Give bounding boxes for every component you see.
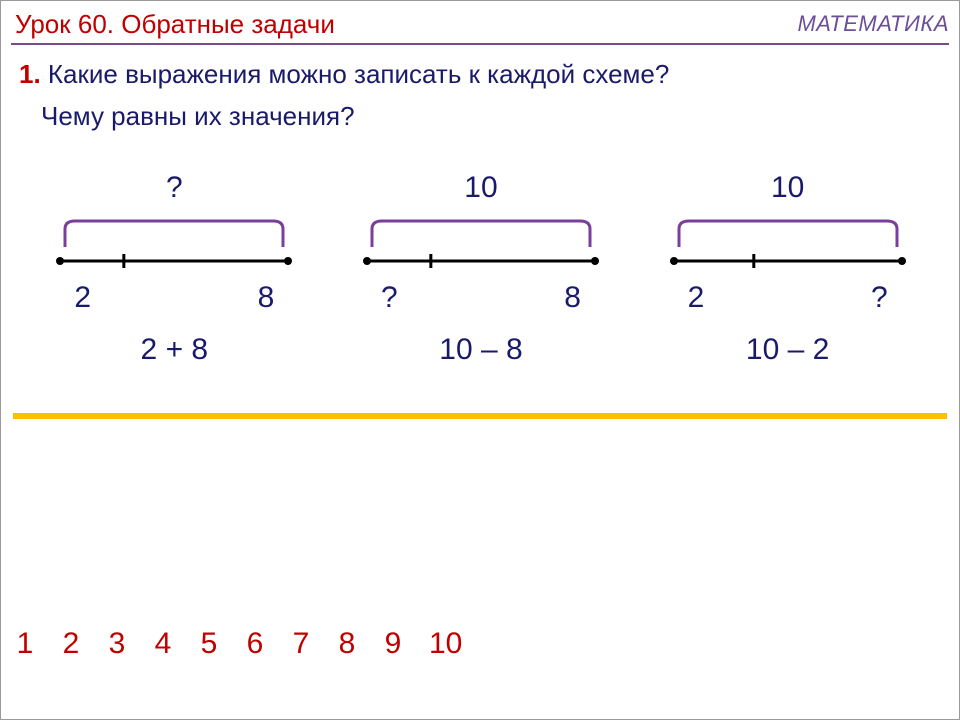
number-item: 4 [153,627,173,661]
diagram-top-label: ? [34,171,314,207]
number-item: 7 [291,627,311,661]
diagram: 10 2 ? 10 – 2 [648,171,928,367]
number-item: 10 [429,627,462,661]
question-line-1: 1. Какие выражения можно записать к кажд… [19,59,669,90]
segment-right-label: 8 [258,281,275,315]
diagram-top-label: 10 [341,171,621,207]
bracket-icon [673,213,903,247]
number-item: 5 [199,627,219,661]
yellow-divider [13,413,947,419]
segment-left-label: ? [381,281,398,315]
segment-right-label: ? [871,281,888,315]
number-item: 1 [15,627,35,661]
diagram-top-label: 10 [648,171,928,207]
bracket-icon [59,213,289,247]
diagram: ? 2 8 2 + 8 [34,171,314,367]
question-line-2: Чему равны их значения? [41,101,355,132]
expression: 2 + 8 [34,333,314,367]
diagrams-row: ? 2 8 2 + 810 ? 8 10 – 810 [1,171,960,367]
segment-labels: 2 8 [54,281,294,315]
number-item: 6 [245,627,265,661]
number-item: 2 [61,627,81,661]
segment-left-label: 2 [74,281,91,315]
numbers-row: 123456789 10 [15,627,462,661]
segment-labels: 2 ? [668,281,908,315]
segment-right-label: 8 [564,281,581,315]
subject-label: МАТЕМАТИКА [797,11,949,37]
segment-line [668,251,908,271]
number-item: 3 [107,627,127,661]
segment-line [54,251,294,271]
number-item: 8 [337,627,357,661]
question-number: 1. [19,59,41,89]
slide: Урок 60. Обратные задачи МАТЕМАТИКА 1. К… [0,0,960,720]
question-text-1: Какие выражения можно записать к каждой … [41,59,670,89]
segment-labels: ? 8 [361,281,601,315]
expression: 10 – 8 [341,333,621,367]
lesson-title: Урок 60. Обратные задачи [15,9,335,40]
segment-left-label: 2 [688,281,705,315]
expression: 10 – 2 [648,333,928,367]
diagram: 10 ? 8 10 – 8 [341,171,621,367]
header-divider [11,43,949,45]
segment-line [361,251,601,271]
number-item: 9 [383,627,403,661]
bracket-icon [366,213,596,247]
